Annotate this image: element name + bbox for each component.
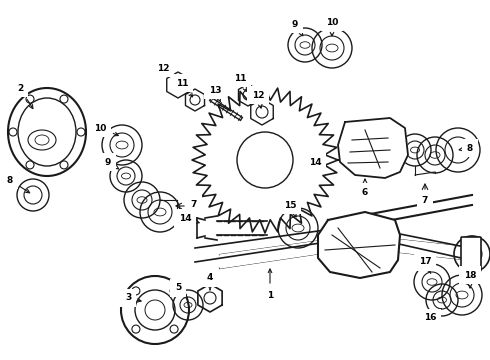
Text: 5: 5 <box>175 284 188 298</box>
Text: 3: 3 <box>125 293 141 302</box>
Polygon shape <box>318 212 400 278</box>
Text: 2: 2 <box>17 84 33 109</box>
Text: 12: 12 <box>252 90 264 108</box>
Text: 10: 10 <box>94 123 118 136</box>
Text: 9: 9 <box>292 19 303 36</box>
Text: 15: 15 <box>284 201 296 217</box>
Polygon shape <box>400 240 472 260</box>
Text: 6: 6 <box>362 179 368 197</box>
Text: 1: 1 <box>267 269 273 300</box>
Text: 14: 14 <box>179 213 199 223</box>
Text: 4: 4 <box>207 274 213 290</box>
Text: 12: 12 <box>157 63 175 82</box>
Text: 9: 9 <box>105 158 119 169</box>
Text: 7: 7 <box>422 195 428 204</box>
Text: 8: 8 <box>459 144 473 153</box>
Text: 14: 14 <box>309 158 321 166</box>
Text: 18: 18 <box>464 270 476 288</box>
Polygon shape <box>220 240 328 268</box>
Text: 8: 8 <box>7 176 29 193</box>
Text: 16: 16 <box>424 309 441 323</box>
FancyBboxPatch shape <box>461 237 481 271</box>
Text: 11: 11 <box>176 78 193 97</box>
Text: 7: 7 <box>191 199 197 208</box>
Text: 11: 11 <box>234 73 246 91</box>
Polygon shape <box>338 118 408 178</box>
Text: 10: 10 <box>326 18 338 36</box>
Text: 17: 17 <box>418 257 431 274</box>
Text: 13: 13 <box>209 86 221 102</box>
